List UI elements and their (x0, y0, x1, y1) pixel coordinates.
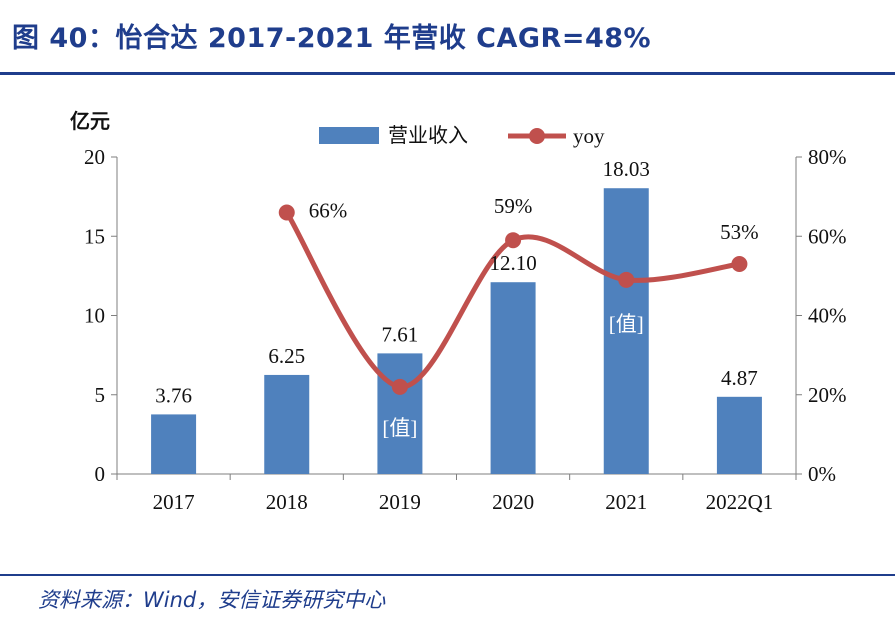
y2-tick-label: 0% (808, 462, 836, 486)
yoy-point (391, 378, 408, 395)
revenue-bar (264, 374, 310, 474)
x-tick-label: 2017 (153, 490, 195, 514)
y2-tick-label: 40% (808, 304, 847, 328)
revenue-bar (603, 188, 649, 475)
x-tick-label: 2021 (605, 490, 647, 514)
source-divider (0, 574, 895, 576)
y-tick-label: 15 (84, 224, 105, 248)
x-tick-label: 2020 (492, 490, 534, 514)
placeholder-label: [值] (382, 416, 417, 440)
revenue-bar (151, 414, 197, 474)
y-tick-label: 10 (84, 304, 105, 328)
source-note: 资料来源：Wind，安信证券研究中心 (38, 588, 386, 612)
bar-value-label: 18.03 (603, 157, 650, 181)
yoy-value-label: 53% (720, 220, 759, 244)
placeholder-label: [值] (609, 312, 644, 336)
chart-legend: 营业收入 yoy (319, 123, 605, 148)
bar-value-label: 4.87 (721, 366, 758, 390)
x-tick-label: 2018 (266, 490, 308, 514)
x-tick-label: 2019 (379, 490, 421, 514)
yoy-value-label: 59% (494, 194, 533, 218)
yoy-point (731, 255, 748, 272)
bar-series (151, 188, 762, 475)
yoy-point (505, 232, 522, 249)
yoy-point (618, 271, 635, 288)
revenue-bar (716, 396, 762, 474)
chart-axes: 0 5 10 15 20 0% 20% 40% 60% 80% 2017 2018 2019 2020 20… (84, 145, 847, 514)
yoy-line (284, 209, 742, 390)
revenue-bar (377, 353, 423, 474)
y-tick-label: 5 (95, 383, 106, 407)
y2-tick-label: 20% (808, 383, 847, 407)
bar-value-label: 6.25 (268, 344, 305, 368)
bar-value-label: 3.76 (155, 383, 192, 407)
y-axis-label: 亿元 (70, 109, 110, 133)
legend-label-yoy: yoy (573, 124, 605, 148)
y-tick-label: 20 (84, 145, 105, 169)
data-labels: 3.76 6.25 7.61 12.10 18.03 4.87 66% 59% 53% [值] [值… (155, 157, 758, 440)
yoy-value-label: 66% (309, 198, 348, 222)
yoy-point (278, 204, 295, 221)
x-tick-label: 2022Q1 (706, 490, 774, 514)
y2-tick-label: 80% (808, 145, 847, 169)
bar-value-label: 12.10 (489, 251, 536, 275)
line-series (278, 204, 748, 395)
revenue-bar (490, 282, 536, 474)
title-divider (0, 72, 895, 75)
legend-swatch-yoy-marker (529, 128, 545, 144)
legend-label-revenue: 营业收入 (388, 123, 468, 147)
y-tick-label: 0 (95, 462, 106, 486)
bar-value-label: 7.61 (382, 322, 419, 346)
y2-tick-label: 60% (808, 224, 847, 248)
legend-swatch-revenue (319, 127, 379, 144)
figure-title: 图 40：怡合达 2017-2021 年营收 CAGR=48% (12, 23, 652, 54)
